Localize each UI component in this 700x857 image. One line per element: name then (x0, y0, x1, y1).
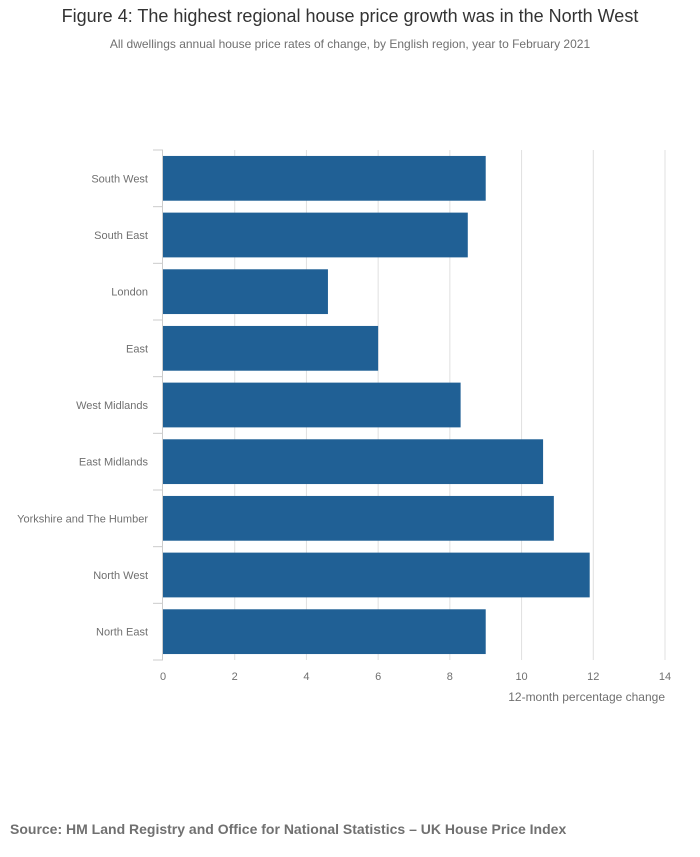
category-label: South West (91, 173, 148, 185)
x-tick-label: 2 (232, 671, 238, 683)
category-label: East (126, 343, 148, 355)
category-label: London (111, 287, 148, 299)
x-tick-label: 14 (659, 671, 671, 683)
bar-west-midlands (163, 382, 461, 428)
x-axis-title: 12-month percentage change (508, 690, 665, 704)
category-label: South East (94, 230, 148, 242)
source-note: Source: HM Land Registry and Office for … (10, 821, 567, 837)
bar-north-east (163, 609, 486, 655)
category-label: North East (96, 627, 148, 639)
bar-chart: South West South East London East West Midla… (17, 149, 671, 704)
x-tick-label: 0 (160, 671, 166, 683)
x-tick-label: 6 (375, 671, 381, 683)
bar-east (163, 325, 379, 371)
category-label: North West (93, 570, 148, 582)
x-tick-label: 12 (587, 671, 599, 683)
x-tick-label: 8 (447, 671, 453, 683)
bar-north-west (163, 552, 590, 598)
bar-yorkshire-and-the-humber (163, 495, 554, 541)
category-label: Yorkshire and The Humber (17, 513, 148, 525)
bar-east-midlands (163, 439, 544, 485)
category-label: East Midlands (79, 457, 149, 469)
category-label: West Midlands (76, 400, 148, 412)
chart-title: Figure 4: The highest regional house pri… (61, 6, 639, 26)
bar-south-east (163, 212, 468, 258)
chart-subtitle: All dwellings annual house price rates o… (109, 37, 591, 51)
bar-london (163, 269, 328, 315)
bar-south-west (163, 155, 486, 201)
x-tick-label: 10 (515, 671, 527, 683)
x-tick-label: 4 (303, 671, 309, 683)
